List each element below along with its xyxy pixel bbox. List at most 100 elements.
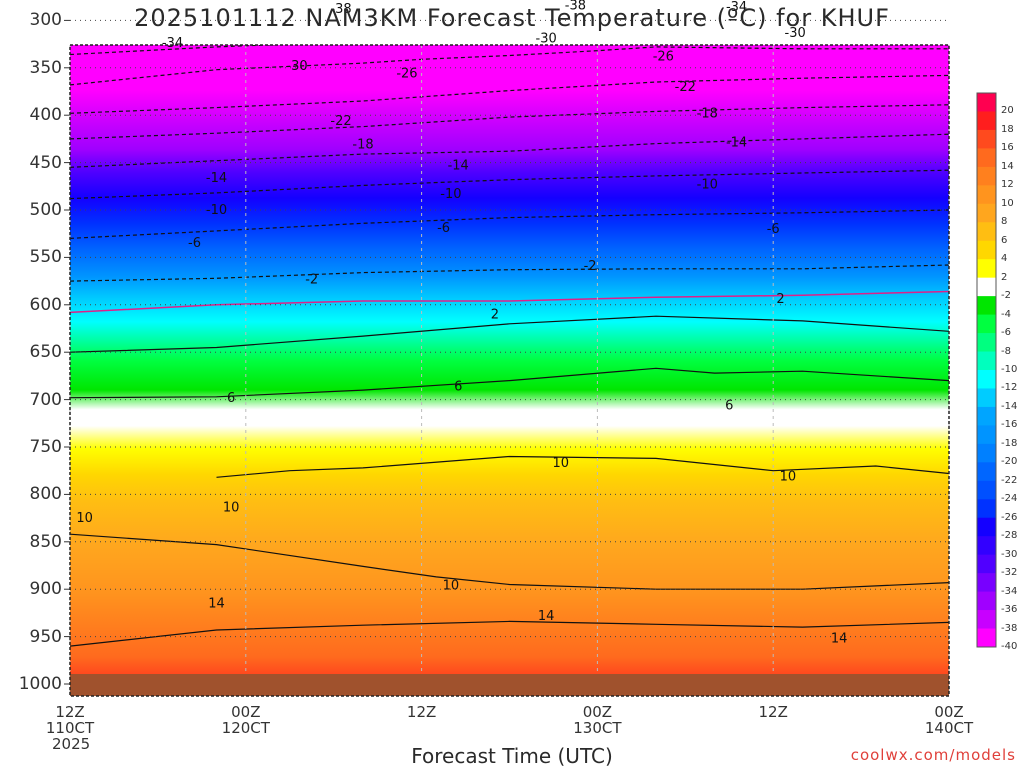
colorbar-label: 10 [1001,197,1014,209]
colorbar-swatch [977,610,996,630]
isotherm-label: -18 [352,138,373,153]
isotherm-label: 10 [553,456,570,471]
colorbar-label: 18 [1001,123,1014,135]
colorbar-swatch [977,185,996,205]
colorbar-label: -2 [1001,290,1011,302]
y-tick-label: 350 [29,57,62,78]
colorbar-swatch [977,129,996,149]
temperature-field [70,45,949,696]
colorbar-swatch [977,314,996,334]
isotherm-label-text: 6 [454,379,462,394]
isotherm-label: 6 [227,391,235,406]
isotherm-label-text: -26 [653,49,674,64]
isotherm-label-text: 14 [208,596,225,611]
colorbar-swatch [977,240,996,260]
isotherm-label-text: -2 [584,259,597,274]
grid-lines [64,19,950,696]
colorbar-label: 4 [1001,253,1008,265]
isotherm-label: -34 [726,0,747,15]
colorbar-swatch [977,222,996,242]
x-tick-label: 00Z 130CT [557,704,637,736]
colorbar-label: -10 [1001,364,1018,375]
colorbar-swatch [977,277,996,297]
y-tick-label: 900 [29,579,62,600]
colorbar-swatch [977,499,996,519]
isotherm-label: 10 [443,578,460,593]
isotherm-label-text: -14 [726,136,747,151]
colorbar-swatch [977,591,996,611]
isotherm-label-text: -30 [536,31,557,46]
isotherm-label-text: 2 [776,292,784,307]
colorbar-swatch [977,388,996,408]
x-tick-line: 140CT [924,719,974,737]
isotherm-label: 6 [725,398,733,413]
isotherm-label-text: -18 [352,138,373,153]
isotherm-label: -26 [396,67,417,82]
isotherm-label: 10 [223,501,240,516]
isotherm-label-text: -34 [726,0,747,15]
isotherm-label: 10 [780,469,797,484]
colorbar-swatch [977,370,996,389]
isotherm-label: -38 [565,0,586,13]
x-tick-label: 12Z [733,704,813,720]
x-tick-line: 120CT [221,719,270,737]
x-tick-label: 00Z 120CT [206,704,286,736]
isotherm-label: 14 [831,632,848,647]
isotherm-14 [70,620,949,647]
x-tick-line: 00Z [934,703,964,721]
colorbar-swatch [977,203,996,223]
isotherm-labels: -50-50-46-46-46-42-42-38-38-34-34-30-30-… [76,0,848,647]
isotherm-2 [70,315,949,353]
isotherm-label: -30 [286,59,307,74]
isotherm-label-text: -10 [697,177,718,192]
chart-title: 2025101112 NAM3KM Forecast Temperature (… [134,4,890,32]
colorbar-label: 12 [1001,179,1014,191]
isotherm-label-text: -10 [440,187,461,202]
isotherm-label: -6 [437,221,450,236]
isotherm-label-text: 10 [553,456,570,471]
source-credit[interactable]: coolwx.com/models [850,746,1016,764]
isotherm-label-text: 14 [831,632,848,647]
isotherm-label: 2 [776,292,784,307]
isotherm-label: -6 [188,236,201,251]
isotherm-label-text: -38 [565,0,586,13]
colorbar-label: -14 [1001,400,1018,412]
colorbar-swatch [977,111,996,131]
colorbar-label: -26 [1001,511,1018,523]
isotherm-label: -26 [653,49,674,64]
isotherm-label: -38 [330,2,351,17]
isotherm-label-text: -6 [767,222,780,237]
y-tick-label: 850 [29,531,62,552]
isotherm-label-text: 14 [538,609,555,624]
isotherm-label: -10 [697,177,718,192]
y-tick-label: 400 [29,105,62,126]
x-tick-label: 00Z 140CT [909,704,989,736]
isotherm-label-text: -10 [206,203,227,218]
isotherm-label-text: -14 [448,158,469,173]
isotherm-label-text: -26 [396,67,417,82]
isotherm-label-text: -2 [305,272,318,287]
isotherm-label-text: 6 [227,391,235,406]
x-tick-line: 12Z [55,703,85,721]
isotherm-label: 14 [538,609,555,624]
y-tick-label: 950 [29,626,62,647]
colorbar-label: -32 [1001,567,1018,579]
isotherm-10 [216,455,949,478]
colorbar-frame [976,92,997,648]
isotherm-label: 10 [76,511,93,526]
isotherm-label-text: -22 [675,80,696,95]
isotherm-label: -10 [440,187,461,202]
isotherm-label: 14 [208,596,225,611]
isotherm-label-text: -22 [330,114,351,129]
isotherm--30 [70,45,282,56]
y-tick-label: 700 [29,389,62,410]
y-tick-label: 300 [29,10,62,31]
x-tick-line: 12Z [406,703,437,721]
colorbar-label: -20 [1001,456,1018,468]
colorbar-label: 16 [1001,142,1014,154]
isotherm-label: -22 [330,114,351,129]
y-tick-label: 600 [29,294,62,315]
colorbar-swatch [977,536,996,556]
colorbar-label: -18 [1001,437,1018,449]
isotherm-label-text: -30 [785,26,806,41]
